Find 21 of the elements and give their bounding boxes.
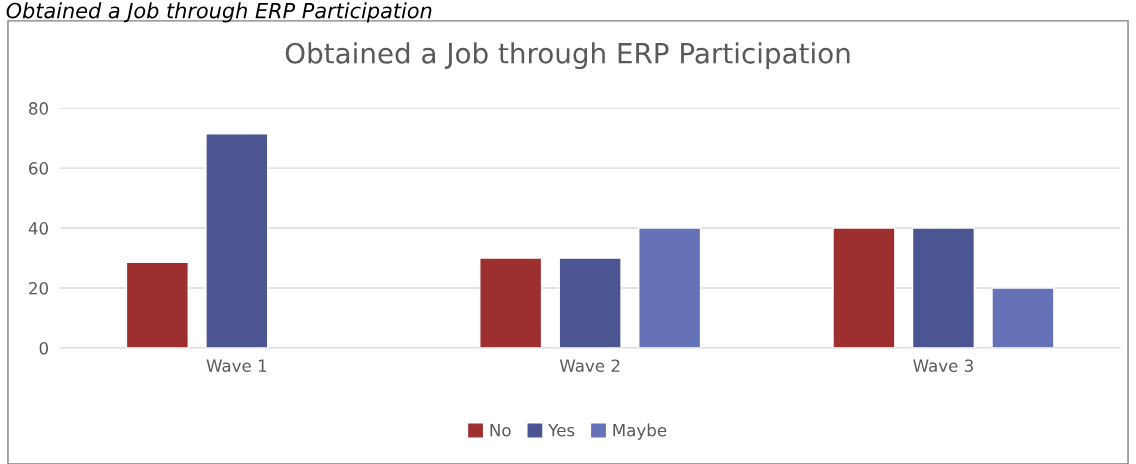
- bar: [832, 227, 896, 348]
- y-tick-label: 60: [29, 162, 48, 175]
- bar: [911, 227, 976, 348]
- x-tick-label: Wave 3: [913, 359, 973, 373]
- bar: [205, 133, 269, 348]
- legend-label: Maybe: [613, 423, 667, 440]
- x-tick-label: Wave 1: [206, 359, 267, 373]
- x-tick-label: Wave 2: [559, 359, 620, 373]
- chart-title: Obtained a Job through ERP Participation: [285, 42, 850, 70]
- bar: [479, 257, 543, 348]
- y-tick-label: 20: [29, 281, 48, 295]
- bar: [558, 257, 622, 348]
- y-tick-label: 0: [39, 341, 48, 355]
- legend-label: No: [490, 424, 511, 437]
- bar: [991, 287, 1055, 348]
- bar: [125, 261, 189, 348]
- legend-label: Yes: [548, 424, 575, 437]
- bar: [638, 227, 702, 348]
- y-tick-label: 40: [28, 222, 48, 235]
- text: Obtained a Job through ERP Participation: [6, 2, 432, 23]
- y-tick-label: 80: [29, 102, 48, 115]
